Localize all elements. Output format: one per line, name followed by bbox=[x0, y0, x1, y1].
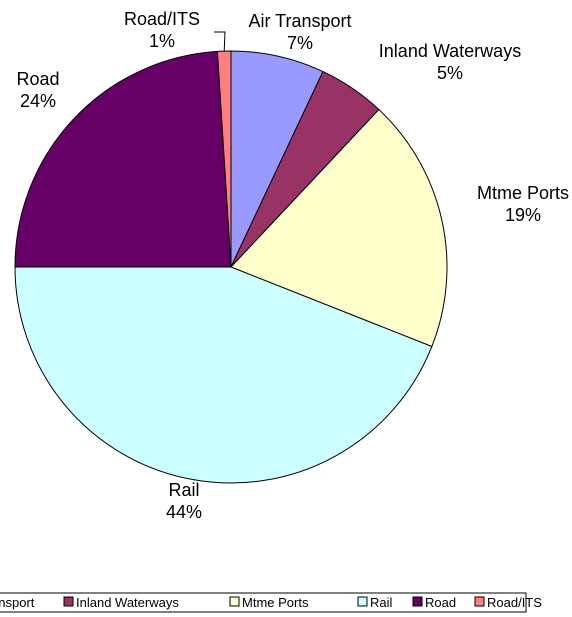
slice-percent-inland-waterways: 5% bbox=[437, 63, 463, 83]
pie-slice-road-its bbox=[216, 50, 232, 268]
slice-label-air-transport: Air Transport bbox=[248, 11, 351, 31]
legend-label-road: Road bbox=[425, 595, 456, 610]
legend-swatch-road bbox=[412, 596, 423, 607]
slice-label-road-its: Road/ITS bbox=[124, 9, 200, 29]
slice-percent-air-transport: 7% bbox=[287, 33, 313, 53]
legend-label-road-its: Road/ITS bbox=[487, 595, 542, 610]
slice-percent-rail: 44% bbox=[166, 502, 202, 522]
slice-label-inland-waterways: Inland Waterways bbox=[379, 41, 521, 61]
leader-lines bbox=[214, 31, 226, 52]
legend-box bbox=[0, 592, 527, 613]
legend-swatch-inland-waterways bbox=[63, 596, 74, 607]
pie-slice-mtme-ports bbox=[230, 108, 448, 348]
leader-line-road-its bbox=[214, 31, 226, 52]
legend-label-inland-waterways: Inland Waterways bbox=[76, 595, 179, 610]
pie-slices bbox=[14, 50, 448, 484]
legend-label-mtme-ports: Mtme Ports bbox=[242, 595, 309, 610]
pie-slice-rail bbox=[14, 266, 433, 484]
legend-label-air-transport: Air Transport bbox=[0, 595, 35, 610]
slice-label-rail: Rail bbox=[168, 480, 199, 500]
legend-swatch-rail bbox=[357, 596, 368, 607]
slice-percent-road: 24% bbox=[20, 91, 56, 111]
pie-slice-road bbox=[14, 50, 232, 268]
slice-percent-mtme-ports: 19% bbox=[505, 205, 541, 225]
slice-label-mtme-ports: Mtme Ports bbox=[477, 183, 569, 203]
legend: Air Transport Inland Waterways Mtme Ports R… bbox=[0, 592, 542, 613]
legend-swatch-mtme-ports bbox=[229, 596, 240, 607]
legend-swatch-road-its bbox=[474, 596, 485, 607]
slice-label-road: Road bbox=[16, 69, 59, 89]
legend-label-rail: Rail bbox=[370, 595, 393, 610]
slice-percent-road-its: 1% bbox=[149, 31, 175, 51]
